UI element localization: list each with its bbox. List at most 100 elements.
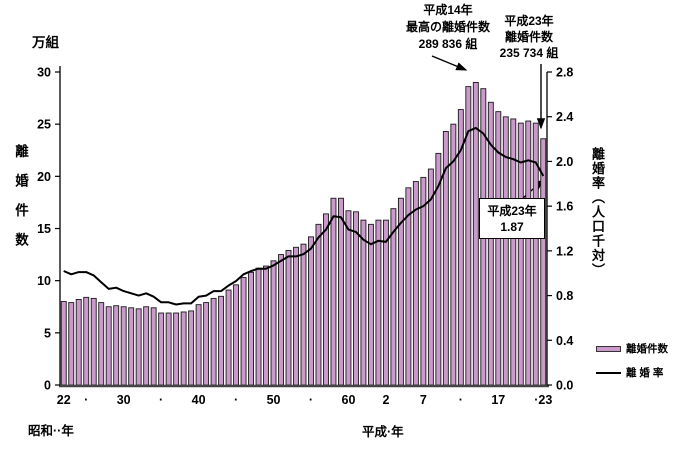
tick-label: 5: [44, 326, 51, 340]
tick-label: 0.4: [556, 334, 573, 348]
bar: [173, 312, 180, 386]
bar: [90, 297, 97, 386]
bar: [203, 302, 210, 386]
annotation-peak-line1: 平成14年: [423, 3, 473, 17]
bar: [195, 304, 202, 386]
bar: [143, 306, 150, 386]
left-axis-title: 離婚件数: [13, 144, 28, 262]
tick-label: 1.6: [556, 200, 573, 214]
tick-label: 17: [491, 393, 505, 407]
bar: [248, 271, 255, 386]
bar: [367, 223, 374, 386]
bar: [150, 307, 157, 386]
annotation-rate-line1: 平成23年: [487, 204, 537, 218]
bar: [83, 296, 90, 386]
tick-label: 30: [117, 393, 131, 407]
bars-group: [60, 81, 547, 386]
bar: [338, 197, 344, 386]
tick-label: 50: [267, 393, 281, 407]
x-axis-era-label-showa: 昭和··年: [28, 424, 74, 438]
bar: [225, 289, 232, 386]
bar: [353, 211, 359, 386]
bar: [135, 308, 142, 386]
tick-label: ·: [84, 393, 88, 407]
bar: [278, 254, 284, 386]
bar: [113, 305, 120, 386]
bar: [360, 219, 367, 386]
bar: [120, 306, 127, 386]
bar: [330, 197, 337, 386]
bar: [315, 223, 322, 386]
tick-label: 0.8: [556, 289, 573, 303]
tick-label: ·: [309, 393, 313, 407]
tick-label: 7: [420, 393, 427, 407]
rate-line: [63, 126, 545, 306]
tick-label: 2.8: [556, 66, 573, 80]
tick-label: 2.0: [556, 155, 573, 169]
tick-label: 40: [192, 393, 206, 407]
legend-label-divorce-rate: 離 婚 率: [626, 367, 664, 379]
bar-swatch-icon: [596, 345, 621, 352]
annotation-peak-line3: 289 836 組: [418, 37, 478, 51]
bar: [68, 302, 75, 386]
tick-label: ·23: [534, 393, 552, 407]
tick-label: 2: [382, 393, 389, 407]
annotation-latest-line3: 235 734 組: [499, 46, 559, 60]
x-axis-era-label-heisei: 平成·年: [362, 425, 404, 439]
bar: [105, 306, 112, 386]
annotation-rate-line2: 1.87: [500, 220, 524, 234]
bar: [345, 210, 352, 386]
tick-label: 25: [37, 118, 51, 132]
bar: [210, 297, 217, 386]
bar: [382, 219, 389, 386]
legend-label-divorce-count: 離婚件数: [626, 343, 668, 355]
legend-item-divorce-count: 離婚件数: [596, 341, 668, 356]
line-swatch-icon: [596, 371, 621, 374]
tick-label: 2.4: [556, 110, 573, 124]
annotation-latest-divorces: 平成23年 離婚件数 235 734 組: [492, 13, 566, 61]
legend-item-divorce-rate: 離 婚 率: [596, 365, 668, 380]
bar: [270, 260, 277, 386]
bar: [128, 307, 135, 386]
bar: [180, 311, 187, 386]
annotation-peak-line2: 最高の離婚件数: [405, 20, 490, 34]
bar: [233, 284, 240, 386]
tick-label: 10: [37, 274, 51, 288]
tick-label: 22: [57, 393, 71, 407]
tick-label: ·: [159, 393, 163, 407]
bar: [255, 267, 262, 386]
bar: [240, 277, 247, 386]
bar: [285, 249, 292, 386]
bar: [165, 312, 172, 386]
bar: [293, 246, 299, 386]
annotation-latest-rate-box: 平成23年 1.87: [479, 198, 545, 239]
tick-label: ·: [234, 393, 238, 407]
bar: [323, 213, 329, 386]
bar: [263, 265, 269, 386]
latest-rate-annotation-arrow: [521, 179, 545, 200]
bar: [158, 312, 165, 386]
annotation-latest-line1: 平成23年: [504, 14, 554, 28]
tick-label: 15: [37, 222, 51, 236]
right-axis-title: 離婚率（人口千対）: [590, 147, 605, 278]
axes-group: [55, 66, 552, 388]
tick-label: 30: [37, 66, 51, 80]
bar: [218, 295, 225, 386]
left-axis-unit-label: 万組: [32, 35, 59, 50]
tick-label: 60: [342, 393, 356, 407]
bar: [375, 219, 382, 386]
bar: [420, 176, 427, 386]
bar: [300, 243, 307, 386]
tick-label: 20: [37, 170, 51, 184]
tick-label: 0.0: [556, 379, 573, 393]
legend: 離婚件数 離 婚 率: [596, 341, 668, 389]
tick-label: ·: [459, 393, 463, 407]
bar: [98, 302, 105, 386]
peak-annotation-arrow: [431, 55, 468, 71]
tick-label: 0: [44, 379, 51, 393]
bar: [60, 301, 67, 386]
bar: [75, 299, 82, 386]
annotation-peak-divorces: 平成14年 最高の離婚件数 289 836 組: [380, 2, 516, 53]
